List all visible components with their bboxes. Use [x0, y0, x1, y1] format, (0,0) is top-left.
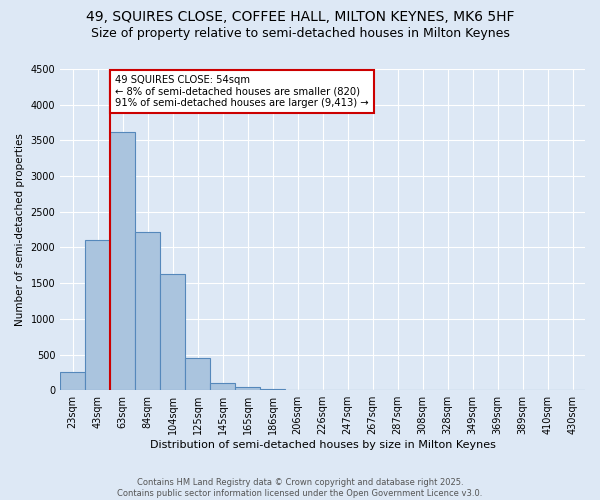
Text: Contains HM Land Registry data © Crown copyright and database right 2025.
Contai: Contains HM Land Registry data © Crown c… [118, 478, 482, 498]
X-axis label: Distribution of semi-detached houses by size in Milton Keynes: Distribution of semi-detached houses by … [149, 440, 496, 450]
Y-axis label: Number of semi-detached properties: Number of semi-detached properties [15, 133, 25, 326]
Bar [60, 372, 85, 390]
Bar [185, 358, 210, 390]
Text: Size of property relative to semi-detached houses in Milton Keynes: Size of property relative to semi-detach… [91, 28, 509, 40]
Text: 49, SQUIRES CLOSE, COFFEE HALL, MILTON KEYNES, MK6 5HF: 49, SQUIRES CLOSE, COFFEE HALL, MILTON K… [86, 10, 514, 24]
Bar [85, 240, 110, 390]
Bar [160, 274, 185, 390]
Bar [235, 388, 260, 390]
Bar [260, 389, 285, 390]
Bar [135, 232, 160, 390]
Bar [110, 132, 135, 390]
Text: 49 SQUIRES CLOSE: 54sqm
← 8% of semi-detached houses are smaller (820)
91% of se: 49 SQUIRES CLOSE: 54sqm ← 8% of semi-det… [115, 74, 369, 108]
Bar [210, 383, 235, 390]
